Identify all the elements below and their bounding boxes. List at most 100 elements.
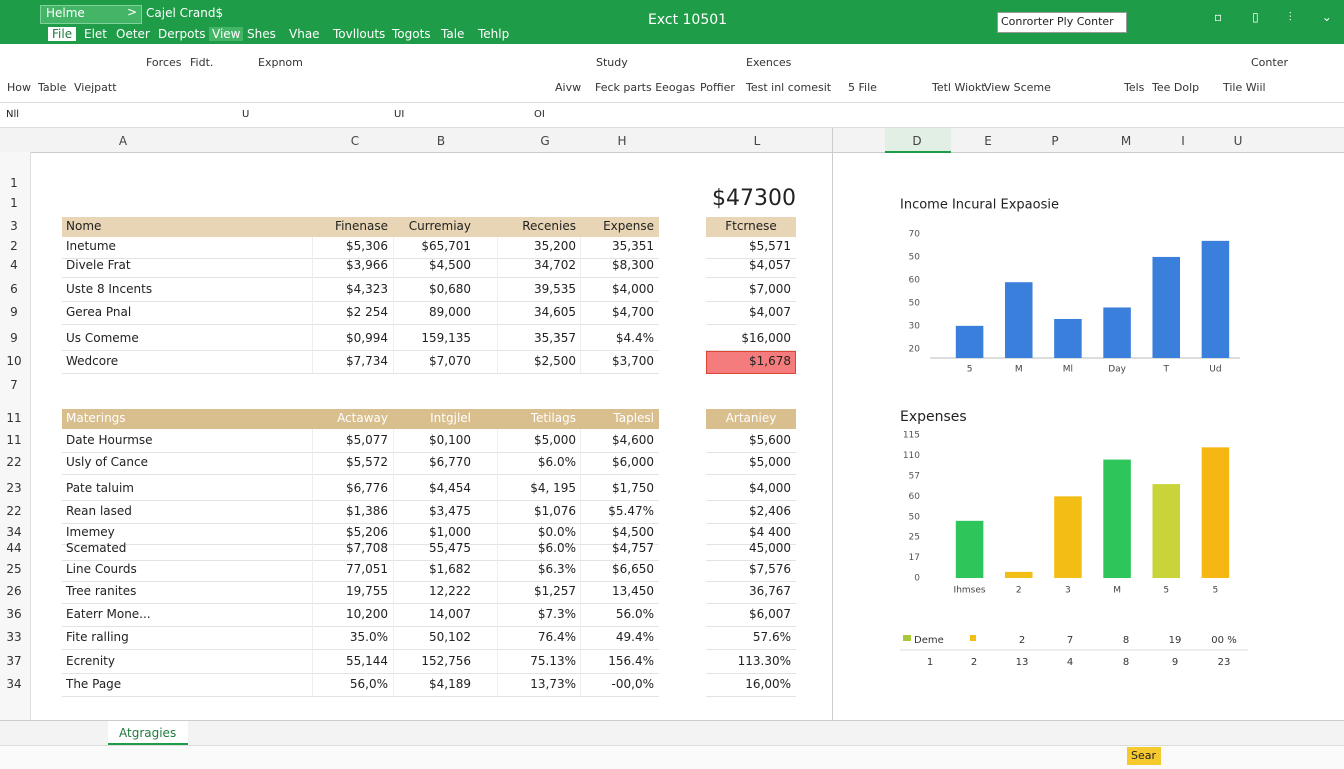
ribbon-tab[interactable]: Derpots [158, 27, 206, 41]
ribbon-tab[interactable]: Tale [441, 27, 465, 41]
ribbon-item[interactable]: Test inl comesit [746, 81, 832, 94]
ribbon-item[interactable]: Tile Wiil [1223, 81, 1266, 94]
table-header-cell: Materings [66, 411, 126, 425]
search-box[interactable] [997, 12, 1127, 33]
ribbon-item[interactable]: Aivw [555, 81, 582, 94]
bar [1152, 484, 1181, 578]
col-line [393, 429, 394, 696]
row-number: 34 [6, 677, 22, 691]
ribbon-tab[interactable]: Elet [84, 27, 108, 41]
footer-label: 23 [1218, 657, 1231, 668]
row-line [706, 603, 796, 604]
ribbon-item[interactable]: Viejpatt [74, 81, 117, 94]
ribbon-item[interactable]: Poffier [700, 81, 735, 94]
formula-mark: OI [534, 109, 545, 120]
side-cell: $16,000 [741, 331, 791, 345]
ribbon-item[interactable]: Forces [146, 56, 182, 69]
row-number: 36 [6, 607, 22, 621]
menu-box[interactable] [40, 5, 142, 24]
table-cell: $6,000 [612, 455, 654, 469]
ribbon-tab[interactable]: Shes [247, 27, 276, 41]
table-cell: 56,0% [349, 677, 388, 691]
y-tick-label: 20 [909, 344, 921, 354]
sheet-tab[interactable] [108, 721, 188, 745]
table-cell: 49.4% [615, 630, 654, 644]
row-line [62, 581, 659, 582]
side-cell: $7,576 [749, 562, 791, 576]
table-cell: The Page [66, 677, 122, 691]
ribbon-item[interactable]: View Sceme [984, 81, 1051, 94]
column-header: U [1233, 134, 1243, 148]
table-header-cell: Finenase [335, 219, 388, 233]
table-cell: 50,102 [429, 630, 471, 644]
name-box[interactable]: Nll [6, 109, 20, 120]
search-text[interactable]: Conrorter Ply Conter [1001, 15, 1114, 28]
row-line [62, 373, 659, 374]
column-header: P [1051, 134, 1059, 148]
footer-label: 2 [971, 657, 977, 668]
x-tick-label: Ml [1063, 365, 1073, 375]
table-cell: -00,0% [611, 677, 654, 691]
side-cell: 16,00% [745, 677, 791, 691]
status-label[interactable]: Sear [1131, 749, 1157, 762]
ribbon-tab[interactable]: File [48, 27, 77, 41]
table-cell: 35.0% [349, 630, 388, 644]
ribbon-item[interactable]: 5 File [848, 81, 877, 94]
ribbon-item[interactable]: Conter [1251, 56, 1288, 69]
ribbon-tab[interactable]: Tovllouts [333, 27, 386, 41]
menu[interactable]: Helme [46, 6, 85, 20]
ribbon-item[interactable]: Fidt. [190, 56, 214, 69]
window-controls[interactable]: ▫▯⫶⌄ [1214, 10, 1332, 24]
ribbon-item[interactable]: Exences [746, 56, 792, 69]
footer-label: 9 [1172, 657, 1178, 668]
side-cell: $5,600 [749, 433, 791, 447]
row-line [706, 324, 796, 325]
ribbon-item[interactable]: Tee Dolp [1152, 81, 1200, 94]
table-cell: $6.0% [537, 455, 576, 469]
row-line [706, 626, 796, 627]
table-header-cell: Recenies [522, 219, 576, 233]
y-tick-label: 60 [909, 275, 921, 285]
y-tick-label: 25 [909, 533, 920, 543]
table-cell: 35,200 [534, 239, 576, 253]
table-cell: $1,386 [346, 504, 388, 518]
menu-arrow: > [127, 5, 138, 19]
table-header-cell: Nome [66, 219, 102, 233]
table-cell: $2,500 [534, 354, 576, 368]
ribbon-item[interactable]: Table [38, 81, 67, 94]
ribbon-item[interactable]: Tetl Wiokt [932, 81, 986, 94]
table-header-cell: Actaway [337, 411, 388, 425]
ribbon-item[interactable]: Study [596, 56, 628, 69]
ribbon-tab[interactable]: Oeter [116, 27, 150, 41]
column-header: I [1181, 134, 1185, 148]
ribbon-tab[interactable]: View [209, 27, 244, 41]
table-cell: $6.0% [537, 541, 576, 555]
row-line [706, 544, 796, 545]
table-cell: 19,755 [346, 584, 388, 598]
table-cell: 39,535 [534, 282, 576, 296]
ribbon-item[interactable]: Expnom [258, 56, 303, 69]
table-header-cell: Curremiay [408, 219, 471, 233]
row-line [706, 649, 796, 650]
row-line [62, 544, 659, 545]
table-cell: $7.3% [537, 607, 576, 621]
ribbon-tab[interactable]: Togots [392, 27, 431, 41]
ribbon-item[interactable]: Feck parts Eeogas [595, 81, 696, 94]
footer-label: 2 [1019, 635, 1025, 646]
selected-column [885, 128, 951, 153]
table-cell: $4.4% [615, 331, 654, 345]
ribbon-tab[interactable]: Vhae [289, 27, 320, 41]
side-cell: $4 400 [749, 525, 791, 539]
table-cell: $4,500 [612, 525, 654, 539]
table-header-cell: Tetilags [530, 411, 576, 425]
ribbon-tab[interactable]: Tehlp [478, 27, 510, 41]
ribbon-item[interactable]: Tels [1124, 81, 1145, 94]
table-cell: Us Comeme [66, 331, 139, 345]
sheet-tab-label[interactable]: Atgragies [119, 726, 177, 740]
row-number: 9 [10, 331, 18, 345]
ribbon-item[interactable]: How [7, 81, 31, 94]
y-tick-label: 17 [909, 553, 920, 563]
table-cell: 77,051 [346, 562, 388, 576]
highlight-cell [706, 351, 796, 374]
status-box[interactable] [1127, 747, 1161, 765]
